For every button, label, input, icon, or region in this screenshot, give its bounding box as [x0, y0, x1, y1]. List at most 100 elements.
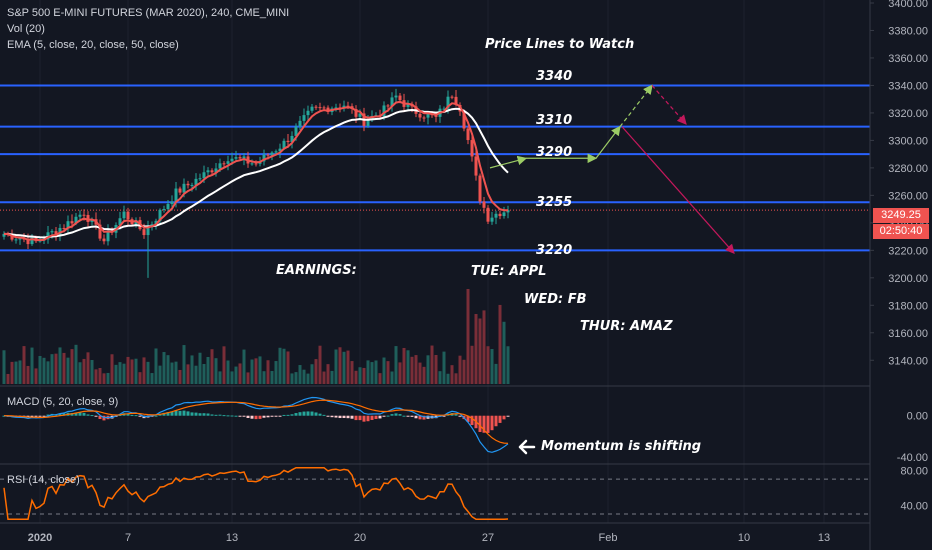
- volume-bar: [90, 359, 94, 384]
- ema-lines: [3, 100, 509, 242]
- volume-bar: [50, 354, 54, 384]
- volume-bar: [46, 361, 50, 384]
- macd-histogram-bar: [442, 415, 446, 417]
- rsi-line: [3, 466, 509, 521]
- macd-histogram-bar: [302, 411, 306, 416]
- candle-body: [58, 227, 62, 235]
- macd-histogram-bar: [266, 415, 270, 418]
- volume-bar: [446, 373, 450, 384]
- macd-histogram-bar: [418, 415, 422, 420]
- macd-histogram-bar: [190, 412, 194, 416]
- volume-bar: [278, 347, 282, 384]
- macd-histogram-bar: [334, 415, 338, 418]
- macd-histogram-bar: [42, 415, 46, 417]
- candle-body: [298, 120, 302, 127]
- candle-body: [390, 97, 394, 107]
- macd-histogram-bar: [322, 414, 326, 416]
- volume-bar: [106, 372, 110, 384]
- macd-histogram-bar: [126, 413, 130, 416]
- volume-bar: [462, 359, 466, 384]
- time-tick-label: 20: [354, 532, 366, 544]
- volume-bar: [86, 352, 90, 384]
- macd-histogram-bar: [198, 413, 202, 416]
- candle-body: [322, 107, 326, 109]
- macd-histogram-bar: [210, 414, 214, 416]
- time-tick-label: Feb: [599, 532, 618, 544]
- volume-bar: [366, 360, 370, 384]
- macd-histogram-bar: [366, 415, 370, 422]
- candle-body: [386, 105, 390, 107]
- macd-histogram-bar: [298, 412, 302, 416]
- time-tick-label: 13: [818, 532, 830, 544]
- candle-body: [486, 207, 490, 222]
- candle-body: [230, 158, 234, 162]
- volume-bar: [386, 361, 390, 384]
- volume-bar: [298, 365, 302, 384]
- volume-bar: [398, 362, 402, 384]
- candle-body: [406, 103, 410, 107]
- macd-histogram-bar: [422, 415, 426, 420]
- projection-arrow[interactable]: [619, 84, 653, 128]
- macd-histogram-bar: [118, 414, 122, 416]
- volume-bar: [34, 368, 38, 384]
- volume-bar: [250, 359, 254, 384]
- macd-histogram-bar: [506, 415, 510, 417]
- volume-bar: [358, 367, 362, 384]
- macd-histogram-bar: [154, 415, 158, 417]
- candle-body: [62, 227, 66, 229]
- ema-20-line: [3, 107, 509, 239]
- candle-body: [466, 128, 470, 141]
- candle-body: [170, 201, 174, 205]
- candle-body: [398, 95, 402, 101]
- macd-histogram-bar: [486, 415, 490, 433]
- volume-bar: [362, 367, 366, 384]
- macd-histogram-bar: [350, 415, 354, 419]
- volume-bar: [290, 373, 294, 384]
- projection-arrow[interactable]: [595, 125, 621, 159]
- candle-body: [418, 113, 422, 118]
- macd-histogram-bar: [502, 415, 506, 420]
- candle-body: [462, 111, 466, 129]
- macd-histogram-bar: [342, 415, 346, 419]
- macd-histogram-bar: [174, 410, 178, 416]
- volume-bar: [178, 369, 182, 384]
- macd-histogram-bar: [410, 415, 414, 417]
- candle-body: [450, 96, 454, 98]
- volume-bar: [18, 360, 22, 384]
- macd-histogram-bar: [414, 415, 418, 419]
- level-label-3220: 3220: [536, 243, 573, 258]
- volume-bar: [330, 370, 334, 384]
- macd-histogram-bar: [386, 415, 390, 417]
- candle-body: [70, 221, 74, 224]
- macd-tick-label: -40.00: [897, 452, 928, 464]
- macd-histogram-bar: [162, 412, 166, 416]
- volume-bar: [66, 357, 70, 384]
- macd-histogram-bar: [214, 414, 218, 416]
- candle-body: [302, 115, 306, 121]
- volume-bar: [442, 351, 446, 384]
- macd-histogram-bar: [370, 415, 374, 420]
- candle-body: [482, 201, 486, 208]
- projection-arrow[interactable]: [621, 126, 735, 254]
- volume-bar: [98, 367, 102, 384]
- heading-annotation: Price Lines to Watch: [485, 37, 635, 52]
- volume-bar: [374, 360, 378, 384]
- projection-arrow[interactable]: [651, 85, 687, 125]
- volume-bar: [234, 366, 238, 384]
- volume-bar: [346, 350, 350, 384]
- volume-bar: [58, 347, 62, 384]
- macd-histogram-bar: [390, 414, 394, 416]
- projection-arrow[interactable]: [489, 155, 528, 169]
- rsi-pane: 80.00 40.00: [0, 465, 928, 521]
- macd-histogram-bar: [246, 415, 250, 418]
- earnings-label: EARNINGS:: [276, 263, 357, 278]
- macd-histogram-bar: [262, 415, 266, 418]
- volume-bar: [490, 349, 494, 384]
- candle-body: [294, 126, 298, 136]
- volume-bar: [494, 363, 498, 384]
- grid: [39, 0, 825, 523]
- macd-histogram-bar: [458, 415, 462, 417]
- volume-bar: [2, 350, 6, 384]
- level-label-3255: 3255: [536, 195, 573, 210]
